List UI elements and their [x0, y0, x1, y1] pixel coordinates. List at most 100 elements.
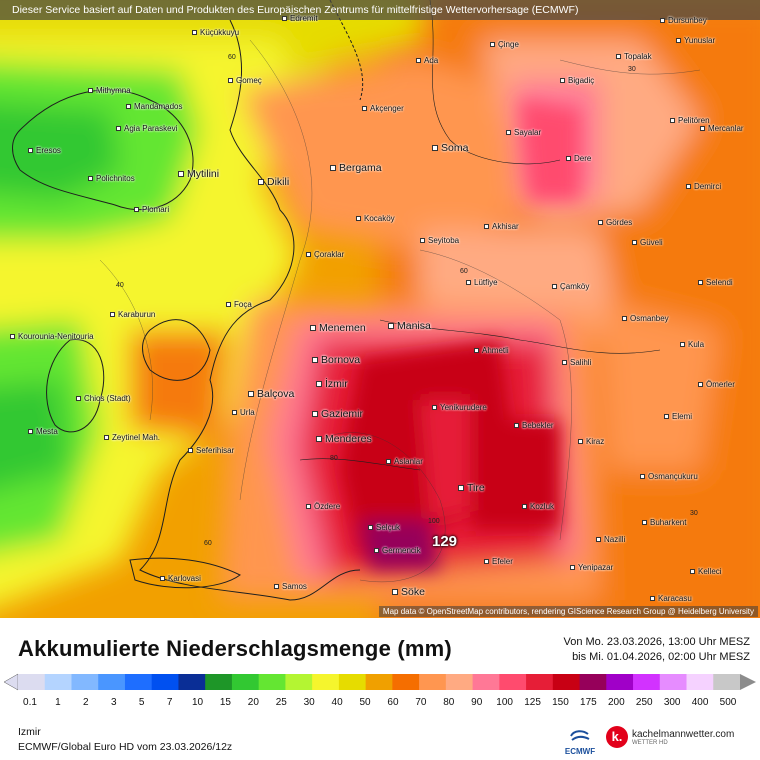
city-marker-icon [88, 176, 93, 181]
city-name: Menemen [319, 322, 366, 334]
legend-swatch [98, 674, 126, 690]
legend-swatch [285, 674, 313, 690]
city-label: Samos [274, 582, 307, 591]
city-label: Kelleci [690, 567, 722, 576]
city-label: Güveli [632, 238, 663, 247]
legend-swatch [151, 674, 179, 690]
legend-tick-label: 3 [110, 697, 117, 708]
city-marker-icon [432, 145, 438, 151]
kachelmann-logo[interactable]: k. kachelmannwetter.com WETTER HD [606, 726, 734, 748]
model-run-label: ECMWF/Global Euro HD vom 23.03.2026/12z [18, 741, 233, 753]
legend-swatch [659, 674, 688, 690]
city-marker-icon [116, 126, 121, 131]
city-label: Kourounia-Nenitouria [10, 332, 94, 341]
city-label: Efeler [484, 557, 513, 566]
city-marker-icon [316, 436, 322, 442]
city-label: Karaburun [110, 310, 155, 319]
city-marker-icon [570, 565, 575, 570]
city-name: Plomari [142, 205, 170, 214]
city-name: Ömerler [706, 380, 735, 389]
city-label: Topalak [616, 52, 652, 61]
city-label: Seferihisar [188, 446, 234, 455]
city-marker-icon [356, 216, 361, 221]
city-name: Ahmetli [482, 346, 509, 355]
city-name: Dikili [267, 176, 290, 188]
city-label: İzmir [316, 378, 348, 390]
city-name: Polichnitos [96, 174, 135, 183]
city-marker-icon [560, 78, 565, 83]
city-marker-icon [126, 104, 131, 109]
city-marker-icon [432, 405, 437, 410]
city-name: Sayalar [514, 128, 542, 137]
city-marker-icon [670, 118, 675, 123]
legend-swatch [472, 674, 500, 690]
city-marker-icon [248, 391, 254, 397]
legend-tick-label: 150 [552, 697, 569, 708]
city-name: Mesta [36, 427, 58, 436]
city-name: Gördes [606, 218, 633, 227]
city-label: Söke [392, 586, 425, 598]
isoline-label: 60 [460, 268, 468, 275]
city-name: Çamköy [560, 282, 590, 291]
legend-tick-label: 10 [191, 697, 204, 708]
city-marker-icon [374, 548, 379, 553]
city-label: Yunuslar [676, 36, 715, 45]
city-name: Menderes [325, 433, 372, 445]
city-marker-icon [552, 284, 557, 289]
legend-tick-label: 250 [635, 697, 653, 708]
city-name: Dere [574, 154, 592, 163]
city-label: Osmançukuru [640, 472, 698, 481]
city-name: Manisa [397, 320, 431, 332]
legend-swatch [258, 674, 286, 690]
city-name: Bebekler [522, 421, 554, 430]
city-label: Ömerler [698, 380, 735, 389]
legend-swatch [445, 674, 474, 690]
period-from: Von Mo. 23.03.2026, 13:00 Uhr MESZ [563, 636, 750, 648]
city-label: Mytilini [178, 168, 219, 180]
city-label: Bornova [312, 354, 360, 366]
legend-swatch [18, 674, 46, 690]
city-marker-icon [388, 323, 394, 329]
precipitation-map: Dieser Service basiert auf Daten und Pro… [0, 0, 760, 618]
city-label: Menderes [316, 433, 372, 445]
city-label: Kocaköy [356, 214, 395, 223]
isoline-label: 30 [628, 66, 636, 73]
city-marker-icon [686, 184, 691, 189]
city-name: Küçükkuyu [200, 28, 240, 37]
city-label: Elemi [664, 412, 692, 421]
city-label: Akhisar [484, 222, 519, 231]
legend-tick-label: 300 [663, 697, 681, 708]
city-marker-icon [306, 504, 311, 509]
city-marker-icon [110, 312, 115, 317]
city-marker-icon [660, 18, 665, 23]
city-marker-icon [650, 596, 655, 601]
ecmwf-notice-banner: Dieser Service basiert auf Daten und Pro… [0, 0, 760, 20]
city-label: Gomeç [228, 76, 262, 85]
city-label: Dursunbey [660, 16, 707, 25]
city-label: Akçenger [362, 104, 404, 113]
isoline-label: 80 [330, 455, 338, 462]
city-marker-icon [566, 156, 571, 161]
legend-swatch [633, 674, 661, 690]
city-marker-icon [416, 58, 421, 63]
legend-swatch [419, 674, 447, 690]
city-marker-icon [362, 106, 367, 111]
city-label: Gaziemir [312, 408, 363, 420]
city-name: Karacasu [658, 594, 692, 603]
legend-tick-label: 30 [303, 697, 315, 708]
city-name: Demirci [694, 182, 722, 191]
city-marker-icon [232, 410, 237, 415]
city-label: Dikili [258, 176, 289, 188]
kachelmann-k-icon: k. [606, 726, 628, 748]
city-marker-icon [330, 165, 336, 171]
city-marker-icon [368, 525, 373, 530]
city-marker-icon [466, 280, 471, 285]
city-label: Bigadiç [560, 76, 594, 85]
legend-swatch [71, 674, 99, 690]
legend-swatch [44, 674, 72, 690]
legend-swatch [579, 674, 607, 690]
city-label: Nazilli [596, 535, 625, 544]
isoline-label: 60 [228, 54, 236, 61]
legend-swatch [124, 674, 153, 690]
city-name: Ada [424, 56, 439, 65]
